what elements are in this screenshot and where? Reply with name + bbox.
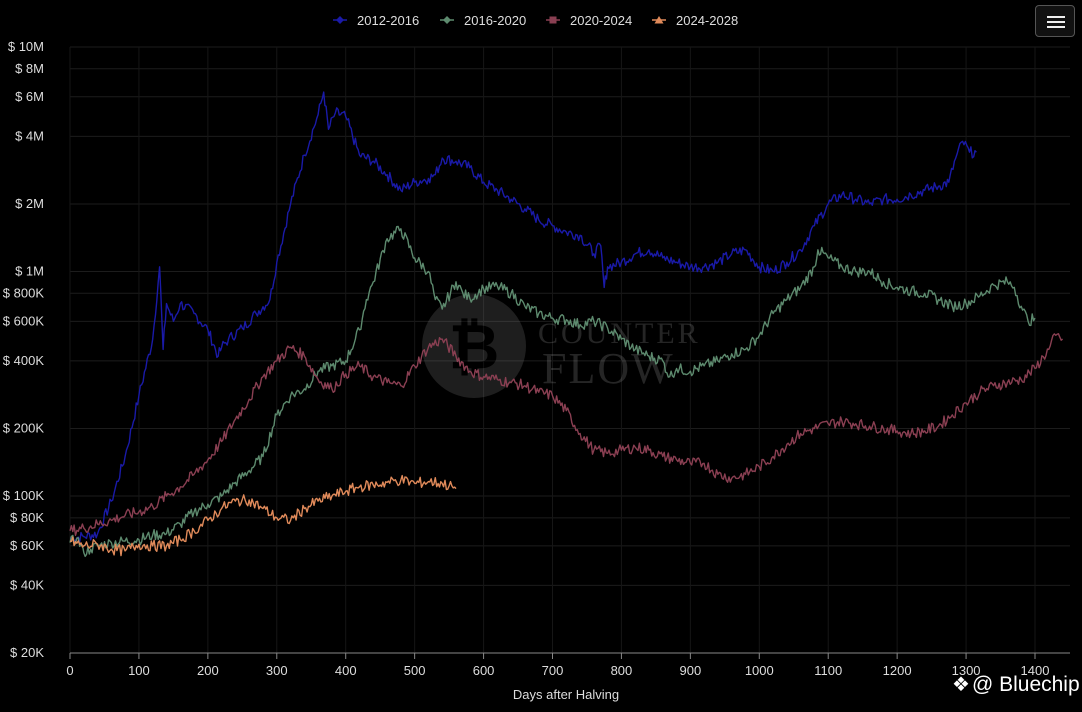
x-tick-label: 100: [128, 663, 150, 678]
diamond-marker-icon: [443, 16, 451, 24]
bitcoin-symbol: ₿: [449, 313, 500, 382]
series-line-2012-2016: [69, 91, 977, 543]
legend-item-2012-2016[interactable]: 2012-2016: [333, 13, 419, 28]
legend-label: 2020-2024: [570, 13, 632, 28]
grid: [69, 46, 1070, 654]
legend-item-2020-2024[interactable]: 2020-2024: [546, 13, 632, 28]
counterflow-watermark: ₿ COUNTER FLOW: [422, 294, 698, 398]
legend-label: 2012-2016: [357, 13, 419, 28]
series-line-2020-2024: [69, 333, 1064, 536]
y-tick-label: $ 80K: [10, 510, 44, 525]
bitcoin-logo-icon: [422, 294, 526, 398]
legend-item-2016-2020[interactable]: 2016-2020: [440, 13, 526, 28]
legend-item-2024-2028[interactable]: 2024-2028: [652, 13, 738, 28]
x-tick-label: 1200: [883, 663, 912, 678]
square-marker-icon: [549, 16, 557, 24]
x-tick-label: 600: [473, 663, 495, 678]
y-tick-label: $ 600K: [3, 313, 45, 328]
triangle-marker-icon: [654, 16, 664, 24]
y-tick-label: $ 20K: [10, 645, 44, 660]
x-axis: 0 100 200 300 400 500 600 700 800 900 1000 1100 1200…: [66, 652, 1070, 678]
bluechip-credit: ❖ @ Bluechip: [952, 672, 1080, 697]
x-tick-label: 1100: [814, 663, 842, 678]
x-tick-label: 900: [680, 663, 702, 678]
legend-label: 2024-2028: [676, 13, 738, 28]
diamond-marker-icon: [336, 16, 344, 24]
x-axis-label: Days after Halving: [513, 687, 619, 702]
credit-text: @ Bluechip: [971, 672, 1080, 696]
x-tick-label: 800: [611, 663, 633, 678]
hamburger-menu-icon[interactable]: [1035, 5, 1075, 37]
y-tick-label: $ 800K: [3, 285, 45, 300]
x-tick-label: 500: [404, 663, 426, 678]
watermark-line-2: FLOW: [542, 344, 675, 393]
x-tick-label: 1400: [1021, 663, 1050, 678]
series-line-2024-2028: [69, 474, 457, 557]
y-tick-label: $ 6M: [15, 89, 44, 104]
legend[interactable]: 2012-2016 2016-2020 2020-2024 2024-2028: [333, 13, 738, 28]
y-axis: $ 10M $ 8M $ 6M $ 4M $ 2M $ 1M $ 800K $ 600K $ 4…: [3, 39, 45, 660]
x-tick-label: 200: [197, 663, 219, 678]
y-tick-label: $ 60K: [10, 538, 44, 553]
diamond-logo-icon: ❖: [952, 674, 970, 696]
y-tick-label: $ 1M: [15, 264, 44, 279]
legend-label: 2016-2020: [464, 13, 526, 28]
x-tick-label: 0: [66, 663, 73, 678]
y-tick-label: $ 8M: [15, 61, 44, 76]
y-tick-label: $ 2M: [15, 196, 44, 211]
x-tick-label: 400: [335, 663, 357, 678]
x-tick-label: 1300: [952, 663, 981, 678]
y-tick-label: $ 4M: [15, 128, 44, 143]
y-tick-label: $ 100K: [3, 488, 45, 503]
y-tick-label: $ 40K: [10, 577, 44, 592]
x-tick-label: 1000: [745, 663, 774, 678]
y-tick-label: $ 200K: [3, 420, 45, 435]
y-tick-label: $ 10M: [8, 39, 44, 54]
x-tick-label: 700: [542, 663, 564, 678]
x-tick-label: 300: [266, 663, 288, 678]
series-line-2016-2020: [69, 225, 1036, 558]
series-lines: [69, 91, 1064, 558]
y-tick-label: $ 400K: [3, 353, 45, 368]
